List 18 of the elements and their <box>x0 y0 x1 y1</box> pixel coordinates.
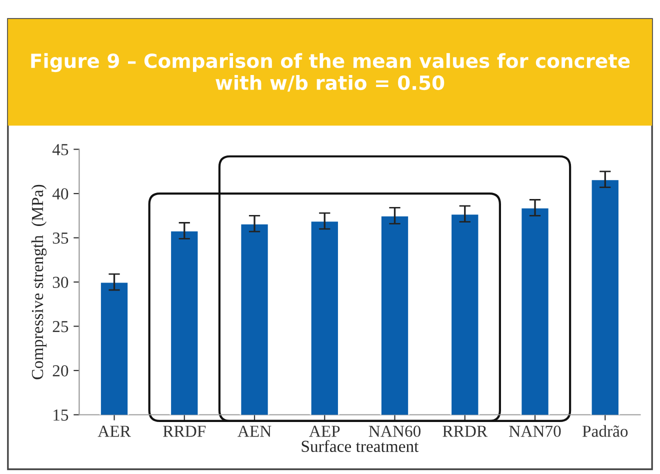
y-tick-label: 45 <box>52 144 68 156</box>
x-axis-title: Surface treatment <box>302 440 419 452</box>
y-tick-label: 35 <box>52 232 68 244</box>
x-tick-label: Padrão <box>582 425 628 437</box>
x-tick-label: NAN70 <box>509 426 561 437</box>
y-tick-label: 15 <box>54 410 68 421</box>
x-tick-label: AER <box>98 426 131 437</box>
x-tick-label: RRDR <box>442 426 488 437</box>
y-axis-title: Compressive strength (MPa) <box>31 184 47 380</box>
y-tick-label: 20 <box>52 365 68 376</box>
x-tick-label: AEP <box>309 426 340 437</box>
x-tick-label: NAN60 <box>368 426 421 437</box>
y-tick-label: 25 <box>52 321 68 332</box>
y-tick-label: 40 <box>52 188 68 200</box>
x-tick-label: AEN <box>238 426 272 437</box>
y-tick-label: 30 <box>52 276 68 288</box>
x-tick-label: RRDF <box>163 426 206 437</box>
chart-title: Figure 9 – Comparison of the mean values for concrete with w/b ratio = 0.50 <box>31 53 630 92</box>
